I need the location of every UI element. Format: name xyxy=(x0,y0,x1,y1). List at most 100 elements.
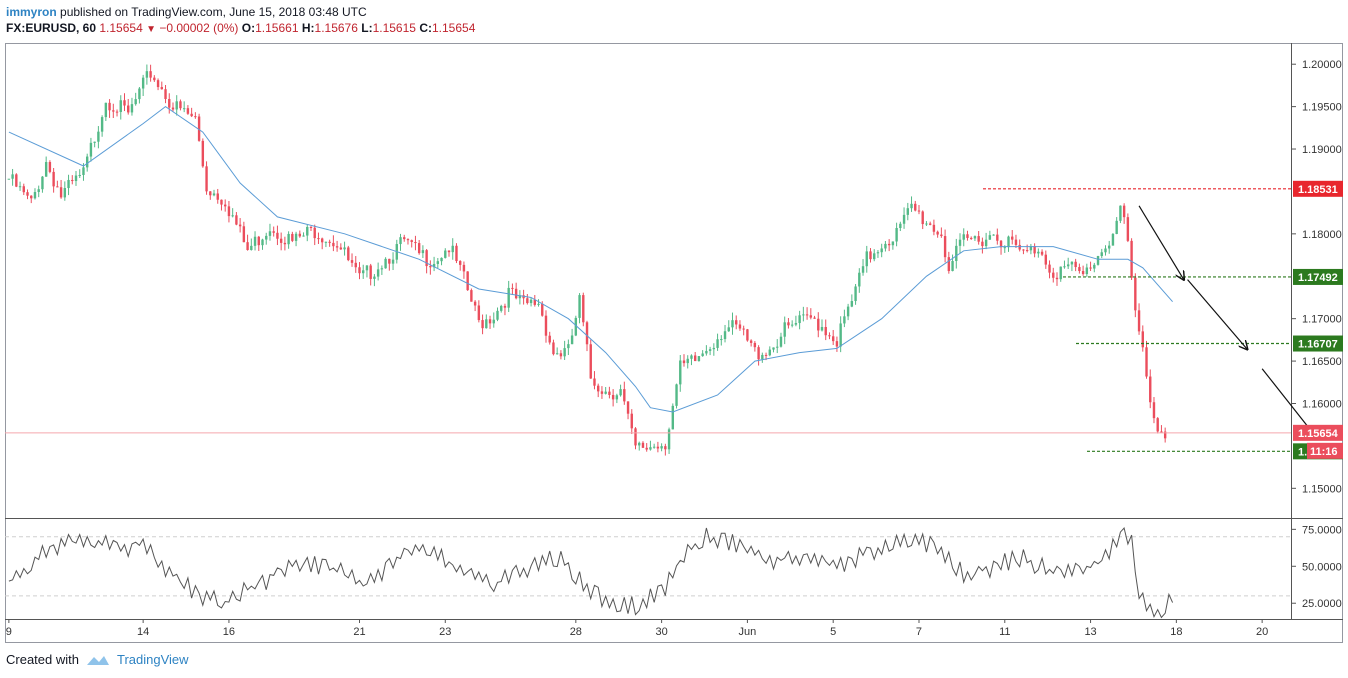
price-tick-label: 1.16000 xyxy=(1302,398,1342,410)
candle-body xyxy=(824,327,827,336)
candle-body xyxy=(615,395,619,400)
candle-body xyxy=(697,356,701,362)
author-link[interactable]: immyron xyxy=(6,5,57,19)
candle-body xyxy=(727,327,730,332)
candle-body xyxy=(582,295,585,323)
candle-body xyxy=(735,320,738,325)
candle-body xyxy=(645,447,648,450)
candle-body xyxy=(358,267,361,274)
candle-body xyxy=(671,405,675,430)
candle-body xyxy=(705,350,708,354)
candle-body xyxy=(511,287,514,289)
candle-body xyxy=(447,250,451,253)
candle-body xyxy=(37,189,40,193)
low-label: L: xyxy=(361,21,373,35)
x-tick-label: 16 xyxy=(223,626,235,638)
candle-body xyxy=(921,211,924,225)
footer: Created with TradingView xyxy=(6,652,189,667)
candle-body xyxy=(324,241,328,243)
candle-body xyxy=(365,265,369,271)
candle-body xyxy=(59,187,63,198)
candle-body xyxy=(406,239,410,241)
chart-area[interactable]: 1.20000 1.19500 1.19000 1.18000 1.17000 1.165… xyxy=(5,43,1343,643)
candle-body xyxy=(33,192,37,199)
candle-body xyxy=(425,250,428,267)
candle-body xyxy=(373,276,376,279)
candle-body xyxy=(873,253,876,260)
projection-arrow[interactable] xyxy=(1138,205,1184,280)
x-tick-label: 7 xyxy=(916,626,922,638)
candle-body xyxy=(690,355,693,359)
candle-body xyxy=(455,245,458,262)
candle-body xyxy=(1025,250,1029,252)
candle-body xyxy=(317,238,320,240)
candle-body xyxy=(1081,271,1085,275)
target-price-tag-bg xyxy=(1293,335,1343,352)
candle-body xyxy=(429,266,432,268)
candle-body xyxy=(604,391,607,394)
candle-body xyxy=(186,108,190,114)
projection-arrow[interactable] xyxy=(1261,368,1314,435)
candle-body xyxy=(466,271,469,291)
candle-body xyxy=(421,250,425,254)
candle-body xyxy=(790,324,794,326)
candle-body xyxy=(611,394,615,400)
candle-body xyxy=(294,233,298,241)
tradingview-link[interactable]: TradingView xyxy=(116,652,189,667)
projection-arrow[interactable] xyxy=(1187,279,1248,350)
candle-body xyxy=(283,242,287,245)
candle-body xyxy=(496,310,499,320)
candle-body xyxy=(574,317,578,336)
candle-body xyxy=(82,167,85,175)
symbol-label[interactable]: FX:EURUSD, 60 xyxy=(6,21,97,35)
candle-body xyxy=(384,258,387,269)
candle-body xyxy=(444,250,447,258)
candle-body xyxy=(865,251,868,267)
candle-body xyxy=(436,261,440,264)
candle-body xyxy=(664,446,667,450)
candle-body xyxy=(768,349,771,356)
tradingview-logo-icon[interactable] xyxy=(86,654,109,666)
candle-body xyxy=(619,389,622,396)
candle-body xyxy=(235,215,238,225)
candle-body xyxy=(63,188,67,198)
candle-body xyxy=(578,295,581,318)
candle-body xyxy=(380,268,384,270)
candle-body xyxy=(1003,247,1006,249)
x-tick-label: 9 xyxy=(6,626,12,638)
candle-body xyxy=(298,233,302,237)
candle-body xyxy=(417,243,421,254)
candle-body xyxy=(891,241,895,246)
rsi-line xyxy=(8,526,1174,619)
candle-body xyxy=(1048,264,1051,273)
candle-body xyxy=(1111,233,1115,246)
candle-body xyxy=(11,174,14,179)
x-tick-label: 21 xyxy=(353,626,365,638)
candle-body xyxy=(925,223,928,225)
candle-body xyxy=(992,234,995,236)
candle-body xyxy=(1022,249,1025,251)
price-tick-label: 1.18000 xyxy=(1302,229,1342,241)
price-chart-svg[interactable]: 1.20000 1.19500 1.19000 1.18000 1.17000 1.165… xyxy=(5,43,1343,643)
close-label: C: xyxy=(419,21,432,35)
price-change: −0.00002 (0%) xyxy=(159,21,239,35)
candle-body xyxy=(656,446,660,449)
candle-body xyxy=(701,353,704,357)
candle-body xyxy=(335,246,339,248)
candle-body xyxy=(410,240,413,243)
candle-body xyxy=(1096,256,1100,265)
candle-body xyxy=(253,236,257,246)
candle-body xyxy=(1007,236,1010,248)
current-price-tag-bg xyxy=(1293,424,1343,441)
candle-body xyxy=(779,336,783,347)
candle-body xyxy=(1122,205,1126,218)
candle-body xyxy=(160,87,163,90)
candle-body xyxy=(996,234,999,241)
down-triangle-icon: ▼ xyxy=(146,24,157,35)
candle-body xyxy=(78,174,81,176)
open-value: 1.15661 xyxy=(255,21,299,35)
candle-body xyxy=(108,102,111,111)
candle-body xyxy=(984,239,988,247)
close-value: 1.15654 xyxy=(431,21,476,35)
candle-body xyxy=(1074,261,1077,268)
